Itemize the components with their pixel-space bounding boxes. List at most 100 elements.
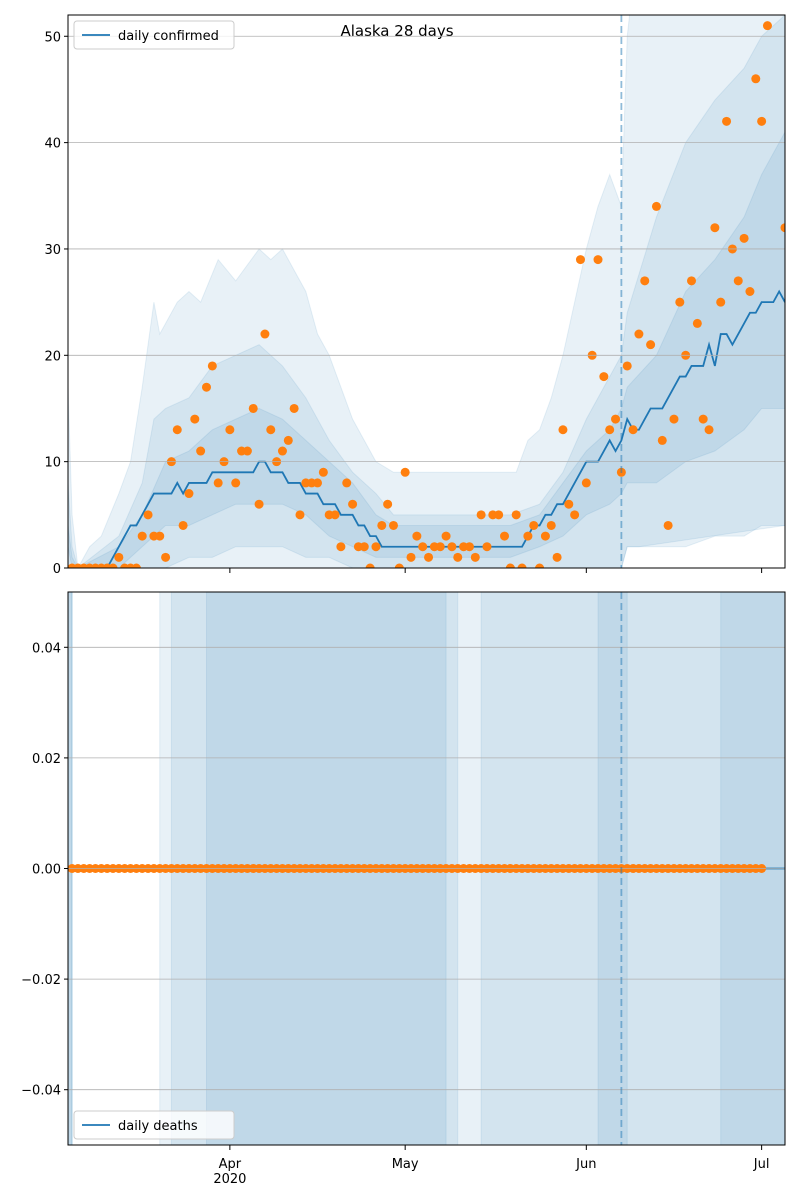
data-point: [336, 542, 346, 552]
data-point: [517, 563, 527, 568]
data-point: [687, 276, 697, 286]
data-point: [365, 563, 375, 568]
data-point: [722, 116, 732, 126]
y-tick-label: 20: [44, 349, 61, 364]
data-point: [388, 520, 398, 530]
data-point: [657, 435, 667, 445]
data-point: [143, 510, 153, 520]
legend-label: daily deaths: [118, 1119, 198, 1134]
data-point: [634, 329, 644, 339]
data-point: [289, 403, 299, 413]
data-point: [611, 414, 621, 424]
data-point: [482, 542, 492, 552]
y-tick-label: 0.04: [32, 641, 61, 656]
data-point: [231, 478, 241, 488]
data-point: [190, 414, 200, 424]
data-point: [640, 276, 650, 286]
data-point: [751, 74, 761, 84]
data-point: [564, 499, 574, 509]
data-point: [698, 414, 708, 424]
data-point: [412, 531, 422, 541]
y-tick-label: −0.04: [21, 1084, 61, 1099]
data-point: [266, 425, 276, 435]
data-point: [663, 520, 673, 530]
data-point: [114, 552, 124, 562]
data-point: [757, 116, 767, 126]
data-point: [470, 552, 480, 562]
data-point: [675, 297, 685, 307]
uncertainty-band: [68, 131, 785, 568]
data-point: [383, 499, 393, 509]
data-point: [313, 478, 323, 488]
data-point: [435, 542, 445, 552]
x-tick-label: May: [392, 1157, 419, 1172]
data-point: [295, 510, 305, 520]
data-point: [131, 563, 141, 568]
data-point: [400, 467, 410, 477]
data-point: [394, 563, 404, 568]
data-point: [651, 201, 661, 211]
data-point: [248, 403, 258, 413]
data-point: [178, 520, 188, 530]
x-tick-label: Apr 2020: [213, 1157, 246, 1187]
data-point: [161, 552, 171, 562]
y-tick-label: 0: [53, 562, 61, 577]
data-point: [447, 542, 457, 552]
data-point: [669, 414, 679, 424]
data-point: [535, 563, 545, 568]
data-point: [330, 510, 340, 520]
data-point: [523, 531, 533, 541]
data-point: [570, 510, 580, 520]
y-tick-label: 40: [44, 137, 61, 152]
data-point: [418, 542, 428, 552]
data-point: [464, 542, 474, 552]
data-point: [260, 329, 270, 339]
data-point: [494, 510, 504, 520]
data-point: [704, 425, 714, 435]
y-tick-label: 10: [44, 456, 61, 471]
data-point: [552, 552, 562, 562]
data-point: [546, 520, 556, 530]
data-point: [348, 499, 358, 509]
data-point: [441, 531, 451, 541]
data-point: [739, 233, 749, 243]
data-point: [733, 276, 743, 286]
data-point: [500, 531, 510, 541]
data-point: [406, 552, 416, 562]
data-point: [593, 255, 603, 265]
data-point: [710, 223, 720, 233]
data-point: [196, 446, 206, 456]
legend-label: daily confirmed: [118, 29, 219, 44]
data-point: [646, 340, 656, 350]
data-point: [254, 499, 264, 509]
legend-box: [73, 1110, 235, 1140]
data-point: [377, 520, 387, 530]
data-point: [172, 425, 182, 435]
data-point: [207, 361, 217, 371]
data-point: [453, 552, 463, 562]
data-point: [201, 382, 211, 392]
data-point: [558, 425, 568, 435]
data-point: [242, 446, 252, 456]
data-point: [745, 287, 755, 296]
y-tick-label: 30: [44, 243, 61, 258]
data-point: [424, 552, 434, 562]
x-tick-label: Jun: [575, 1157, 596, 1172]
data-point: [505, 563, 515, 568]
data-point: [108, 563, 118, 568]
data-point: [575, 255, 585, 265]
y-tick-label: 0.00: [32, 863, 61, 878]
data-point: [277, 446, 287, 456]
data-point: [622, 361, 632, 371]
y-tick-label: 0.02: [32, 752, 61, 767]
data-point: [529, 520, 539, 530]
data-point: [342, 478, 352, 488]
data-point: [371, 542, 381, 552]
y-tick-label: 50: [44, 30, 61, 45]
data-point: [184, 489, 194, 499]
plot-area: [68, 15, 785, 568]
y-tick-label: −0.02: [21, 973, 61, 988]
data-point: [628, 425, 638, 435]
series-line: [72, 289, 785, 568]
